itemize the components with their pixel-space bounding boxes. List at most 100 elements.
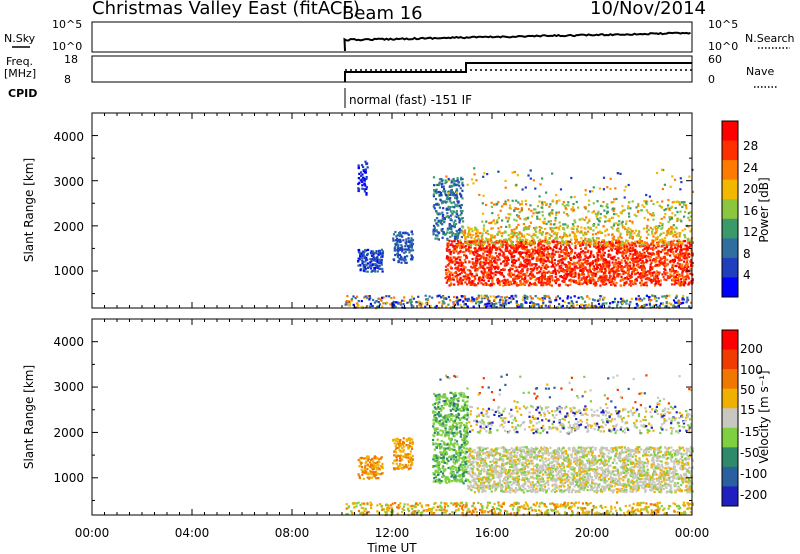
scatter-cell — [542, 276, 545, 279]
scatter-cell — [679, 274, 682, 278]
scatter-cell — [561, 304, 564, 307]
scatter-cell — [524, 261, 527, 264]
scatter-cell — [488, 271, 491, 275]
scatter-cell — [638, 504, 641, 507]
scatter-cell — [587, 274, 590, 278]
scatter-cell — [656, 235, 659, 238]
scatter-cell — [545, 282, 548, 285]
scatter-cell — [444, 265, 448, 268]
scatter-cell — [620, 243, 623, 246]
scatter-cell — [524, 186, 527, 189]
scatter-cell — [606, 219, 609, 222]
scatter-cell — [448, 231, 451, 234]
scatter-cell — [558, 253, 561, 257]
scatter-cell — [667, 220, 670, 223]
scatter-cell — [658, 225, 661, 228]
scatter-cell — [455, 212, 458, 215]
scatter-cell — [410, 249, 413, 252]
scatter-cell — [599, 513, 603, 516]
scatter-cell — [625, 220, 628, 223]
scatter-cell — [521, 238, 524, 241]
scatter-cell — [536, 215, 539, 218]
scatter-cell — [651, 242, 655, 245]
scatter-cell — [688, 305, 691, 308]
power-axis-ticks — [91, 112, 693, 308]
scatter-cell — [413, 506, 416, 509]
scatter-cell — [662, 256, 665, 259]
scatter-cell — [473, 506, 476, 509]
scatter-cell — [573, 235, 576, 238]
scatter-cell — [457, 232, 460, 235]
scatter-cell — [547, 259, 550, 262]
scatter-cell — [660, 168, 664, 171]
scatter-cell — [574, 252, 577, 255]
scatter-cell — [634, 248, 637, 251]
scatter-cell — [474, 226, 477, 229]
scatter-cell — [495, 261, 498, 264]
scatter-cell — [627, 231, 630, 234]
scatter-cell — [452, 303, 455, 306]
freq-label: Freq. — [6, 55, 33, 68]
scatter-cell — [674, 214, 677, 217]
scatter-cell — [656, 502, 659, 505]
scatter-cell — [451, 234, 454, 237]
scatter-cell — [454, 258, 457, 261]
scatter-cell — [447, 262, 451, 265]
scatter-cell — [364, 270, 367, 273]
scatter-cell — [581, 508, 584, 511]
scatter-cell — [603, 271, 606, 274]
scatter-cell — [580, 241, 583, 244]
scatter-cell — [548, 237, 551, 240]
scatter-cell — [642, 271, 645, 274]
scatter-cell — [678, 504, 681, 508]
scatter-cell — [688, 175, 691, 178]
scatter-cell — [562, 200, 565, 204]
scatter-cell — [347, 505, 351, 508]
scatter-cell — [507, 301, 510, 305]
scatter-cell — [541, 240, 544, 243]
scatter-cell — [592, 504, 595, 508]
scatter-cell — [498, 248, 501, 251]
scatter-cell — [565, 234, 568, 237]
scatter-cell — [540, 278, 543, 282]
scatter-cell — [482, 274, 485, 277]
scatter-cell — [358, 172, 361, 175]
scatter-cell — [444, 182, 447, 185]
scatter-cell — [515, 249, 518, 252]
scatter-cell — [366, 258, 369, 261]
scatter-cell — [488, 302, 491, 305]
scatter-cell — [616, 172, 619, 175]
scatter-cell — [529, 169, 532, 172]
scatter-cell — [494, 273, 497, 276]
scatter-cell — [601, 277, 604, 280]
scatter-cell — [543, 281, 546, 284]
scatter-cell — [464, 261, 467, 264]
scatter-cell — [446, 231, 449, 234]
scatter-cell — [681, 263, 684, 266]
scatter-cell — [534, 234, 537, 237]
power-ytick-4000: 4000 — [53, 130, 84, 144]
scatter-cell — [542, 281, 545, 284]
scatter-cell — [496, 240, 499, 243]
scatter-cell — [623, 196, 626, 199]
scatter-cell — [533, 242, 536, 246]
scatter-cell — [594, 267, 597, 270]
scatter-cell — [356, 295, 359, 298]
scatter-cell — [567, 261, 570, 264]
scatter-cell — [616, 274, 619, 277]
scatter-cell — [611, 233, 614, 237]
scatter-cell — [608, 260, 611, 263]
scatter-cell — [650, 261, 653, 264]
scatter-cell — [365, 256, 368, 259]
scatter-cell — [470, 281, 474, 284]
scatter-cell — [459, 303, 462, 306]
scatter-cell — [526, 295, 529, 299]
scatter-cell — [551, 276, 554, 279]
scatter-cell — [584, 238, 587, 242]
scatter-cell — [519, 217, 522, 220]
colorbar-segment — [722, 121, 738, 142]
scatter-cell — [450, 188, 453, 192]
scatter-cell — [544, 237, 547, 240]
scatter-cell — [407, 237, 410, 240]
scatter-cell — [645, 241, 648, 244]
